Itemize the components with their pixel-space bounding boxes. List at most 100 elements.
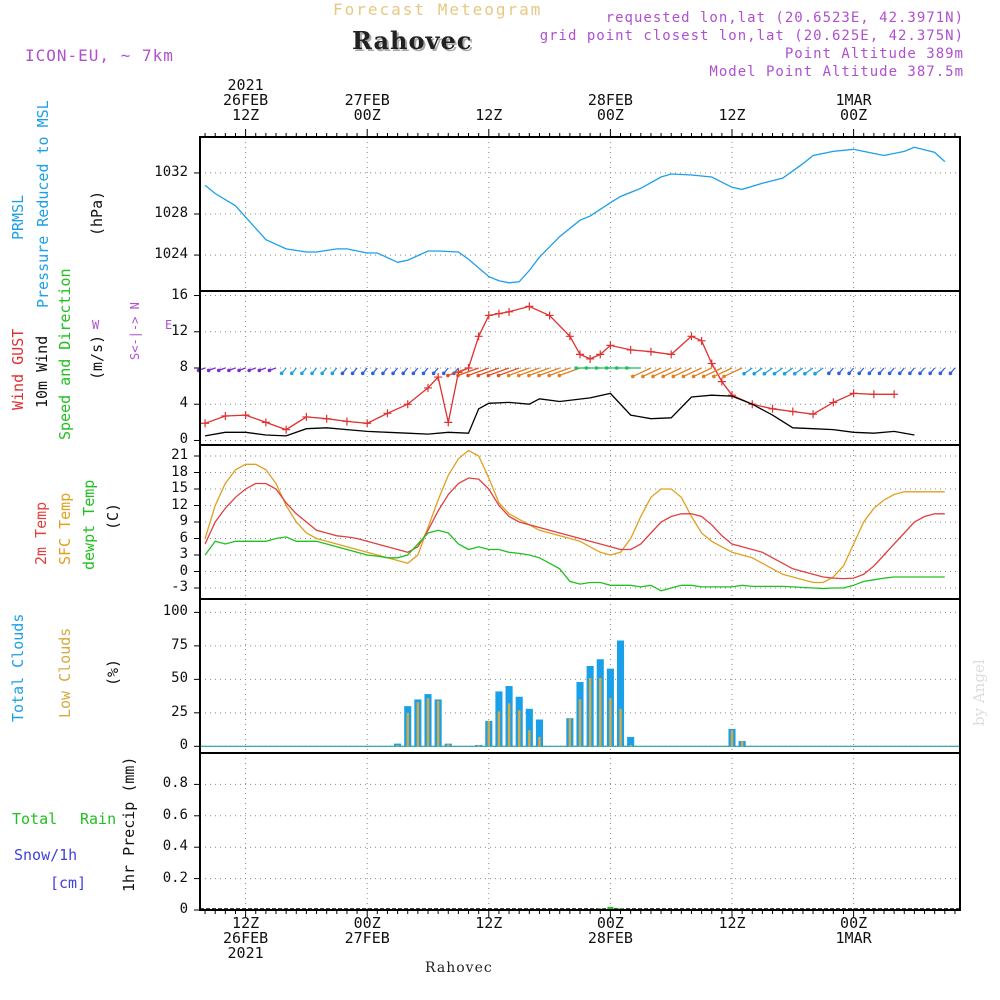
wind-arrow-head (206, 368, 211, 373)
wind-tick-label: 0 (179, 431, 188, 448)
total-rain-label-2: Rain (80, 810, 117, 828)
wind-10m-line (204, 392, 915, 437)
bottom-time-label: 00Z 28FEB (587, 914, 633, 947)
low-clouds-bar (487, 720, 491, 747)
top-time-label: 12Z (718, 106, 746, 124)
hpa-unit-label: (hPa) (88, 190, 106, 236)
prmsl-line (204, 146, 946, 284)
temp-tick-label: 9 (179, 513, 188, 529)
wind-gust-marker (707, 359, 716, 368)
wind-arrow-head (441, 371, 446, 376)
compass-w: W (92, 318, 100, 332)
wind-arrow-head (227, 368, 231, 373)
wind-gust-marker (829, 398, 838, 407)
wind-arrow-head (456, 373, 460, 378)
wind-gust-marker (383, 409, 392, 418)
wind-direction-arrow (632, 367, 652, 378)
wind-arrow-head (631, 374, 635, 379)
wind-arrow-head (948, 371, 953, 376)
wind-gust-marker (849, 389, 858, 398)
low-clouds-bar (740, 740, 744, 747)
wind-direction-arrow (467, 367, 490, 377)
wind-gust-marker (363, 419, 372, 428)
wind-arrow-head (247, 368, 251, 373)
top-time-label: 27FEB 00Z (344, 91, 390, 124)
wind-arrow-head (300, 371, 304, 376)
precip-panel-frame (199, 752, 961, 911)
low-clouds-bar (436, 700, 440, 747)
low-clouds-bar (629, 744, 632, 747)
low-clouds-bar (619, 708, 622, 747)
chart-title: Rahovec (352, 26, 473, 55)
wind-gust-marker (221, 412, 230, 421)
wind-arrow-head (681, 374, 686, 379)
wind-gust-marker (474, 332, 483, 341)
top-time-label: 1MAR 00Z (835, 91, 872, 124)
bottom-time-label: 00Z 27FEB (344, 914, 390, 947)
wind-tick-label: 16 (171, 286, 188, 303)
wind-arrow-head (918, 371, 922, 376)
wind-direction-arrow (538, 367, 560, 377)
wind-direction-arrow (642, 367, 662, 378)
total-clouds-bar (627, 736, 635, 747)
wind-arrow-head (330, 371, 335, 376)
wind-arrow-head (671, 374, 676, 379)
wind-arrow-head (938, 371, 943, 376)
wind-arrow-head (752, 371, 757, 376)
wind-gust-marker (505, 307, 514, 316)
precip-tick-label: 0.8 (162, 775, 188, 792)
wind-arrow-head (237, 368, 241, 373)
wind-10m-label: 10m Wind (33, 335, 51, 408)
sfc-temp-label: SFC Temp (56, 492, 74, 565)
wind-gust-marker (241, 411, 250, 420)
wind-direction-arrow (508, 367, 530, 377)
pressure-msl-label: Pressure Reduced to MSL (34, 100, 52, 308)
precip-tick-label: 0.4 (162, 838, 188, 855)
wind-arrow-head (762, 371, 767, 376)
wind-arrow-head (360, 371, 365, 376)
total-clouds-bar (616, 640, 625, 747)
wind-arrow-head (827, 371, 831, 376)
bottom-time-label: 12Z (475, 914, 503, 932)
wind-arrow-head (701, 374, 706, 379)
wind-gust-marker (201, 419, 210, 428)
low-clouds-bar (497, 711, 501, 747)
wind-direction-arrow (723, 367, 743, 378)
wind-direction-arrow (662, 367, 682, 378)
wind-arrow-head (466, 373, 470, 378)
wind-gust-marker (424, 383, 432, 392)
wind-gust-marker (484, 311, 493, 320)
wind-arrow-head (908, 371, 912, 376)
total-clouds-label: Total Clouds (9, 613, 27, 722)
wind-arrow-head (381, 371, 385, 376)
ms-unit-label: (m/s) (88, 334, 106, 380)
wind-arrow-head (391, 371, 395, 376)
wind-arrow-head (857, 371, 862, 376)
wind-gust-marker (869, 390, 878, 399)
wind-gust-marker (768, 404, 777, 413)
wind-arrow-head (371, 371, 375, 376)
pressure-tick-label: 1032 (154, 163, 188, 180)
clouds-tick-label: 25 (171, 703, 188, 720)
data-layer (196, 146, 960, 910)
wind-gust-marker (717, 377, 726, 386)
low-clouds-bar (507, 703, 511, 747)
wind-arrow-head (216, 368, 221, 373)
wind-direction-arrow (673, 367, 692, 378)
precip-tick-label: 0.6 (162, 806, 188, 823)
celsius-unit-label: (C) (104, 502, 122, 530)
compass-label: S<-|-> N (128, 302, 142, 360)
wind-arrow-head (887, 371, 892, 376)
wind-gust-marker (890, 390, 899, 399)
wind-direction-arrow (703, 367, 723, 378)
wind-arrow-head (584, 366, 589, 370)
wind-tick-label: 4 (179, 395, 188, 412)
dewpt-temp-label: dewpt Temp (80, 479, 98, 570)
low-clouds-bar (416, 702, 420, 747)
wind-arrow-head (877, 371, 882, 376)
wind-gust-marker (809, 410, 818, 419)
frame-layer (194, 129, 961, 918)
temp-tick-label: 12 (171, 496, 188, 513)
wind-gust-marker (434, 373, 443, 382)
total-rain-label-1: Total (12, 810, 58, 828)
